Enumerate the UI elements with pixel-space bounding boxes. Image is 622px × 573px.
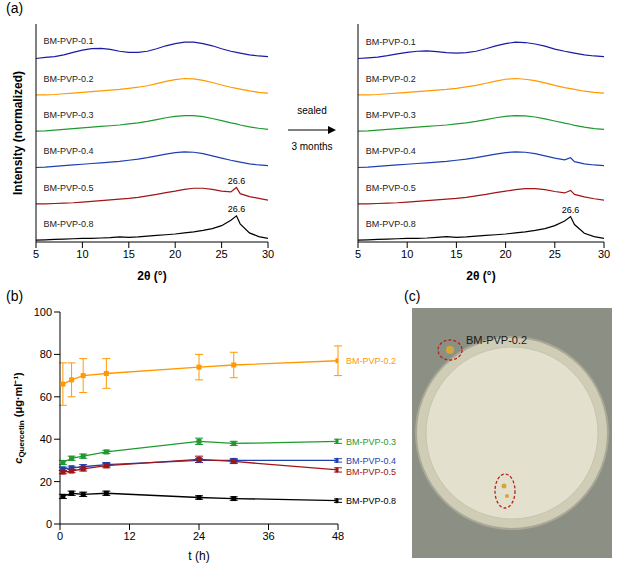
svg-text:3 months: 3 months	[291, 141, 332, 152]
html-text:(b): (b)	[6, 288, 24, 304]
svg-text:BM-PVP-0.5: BM-PVP-0.5	[366, 183, 416, 193]
svg-text:BM-PVP-0.1: BM-PVP-0.1	[43, 36, 93, 46]
svg-text:0: 0	[46, 518, 52, 530]
svg-text:10: 10	[76, 248, 88, 260]
svg-text:BM-PVP-0.8: BM-PVP-0.8	[366, 219, 416, 229]
svg-text:30: 30	[598, 248, 610, 260]
svg-text:24: 24	[193, 530, 205, 542]
svg-text:25: 25	[549, 248, 561, 260]
svg-text:48: 48	[332, 530, 344, 542]
svg-text:2θ (°): 2θ (°)	[137, 269, 166, 283]
svg-text:30: 30	[262, 248, 274, 260]
svg-text:BM-PVP-0.4: BM-PVP-0.4	[346, 456, 396, 466]
svg-text:26.6: 26.6	[228, 176, 246, 186]
html-text:(c): (c)	[404, 288, 421, 304]
svg-text:BM-PVP-0.1: BM-PVP-0.1	[366, 37, 416, 47]
svg-text:BM-PVP-0.5: BM-PVP-0.5	[43, 183, 93, 193]
svg-text:BM-PVP-0.4: BM-PVP-0.4	[43, 146, 93, 156]
svg-text:0: 0	[57, 530, 63, 542]
svg-text:20: 20	[499, 248, 511, 260]
html-text:(a): (a)	[6, 0, 24, 16]
svg-text:BM-PVP-0.2: BM-PVP-0.2	[366, 74, 416, 84]
svg-text:15: 15	[123, 248, 135, 260]
svg-text:12: 12	[123, 530, 135, 542]
svg-text:26.6: 26.6	[562, 205, 580, 215]
svg-text:60: 60	[40, 391, 52, 403]
svg-text:BM-PVP-0.8: BM-PVP-0.8	[346, 496, 396, 506]
svg-text:26.6: 26.6	[228, 204, 246, 214]
svg-text:sealed: sealed	[297, 105, 326, 116]
svg-text:BM-PVP-0.4: BM-PVP-0.4	[366, 146, 416, 156]
svg-text:2θ (°): 2θ (°)	[466, 269, 495, 283]
svg-text:40: 40	[40, 433, 52, 445]
svg-text:15: 15	[450, 248, 462, 260]
svg-text:20: 20	[40, 476, 52, 488]
svg-text:cQuercetin (μg·ml⁻¹): cQuercetin (μg·ml⁻¹)	[12, 372, 26, 464]
svg-text:t (h): t (h)	[188, 549, 209, 563]
svg-text:BM-PVP-0.2: BM-PVP-0.2	[466, 334, 527, 346]
svg-text:BM-PVP-0.2: BM-PVP-0.2	[43, 74, 93, 84]
svg-text:BM-PVP-0.3: BM-PVP-0.3	[346, 437, 396, 447]
svg-text:BM-PVP-0.2: BM-PVP-0.2	[346, 356, 396, 366]
svg-text:80: 80	[40, 348, 52, 360]
svg-text:5: 5	[355, 248, 361, 260]
svg-text:5: 5	[33, 248, 39, 260]
svg-text:25: 25	[215, 248, 227, 260]
svg-text:Intensity (normalized): Intensity (normalized)	[11, 71, 25, 195]
svg-text:10: 10	[401, 248, 413, 260]
svg-text:BM-PVP-0.3: BM-PVP-0.3	[366, 110, 416, 120]
svg-text:BM-PVP-0.3: BM-PVP-0.3	[43, 110, 93, 120]
svg-text:36: 36	[262, 530, 274, 542]
svg-text:BM-PVP-0.5: BM-PVP-0.5	[346, 467, 396, 477]
svg-text:100: 100	[34, 306, 52, 318]
svg-text:BM-PVP-0.8: BM-PVP-0.8	[43, 219, 93, 229]
svg-text:20: 20	[169, 248, 181, 260]
